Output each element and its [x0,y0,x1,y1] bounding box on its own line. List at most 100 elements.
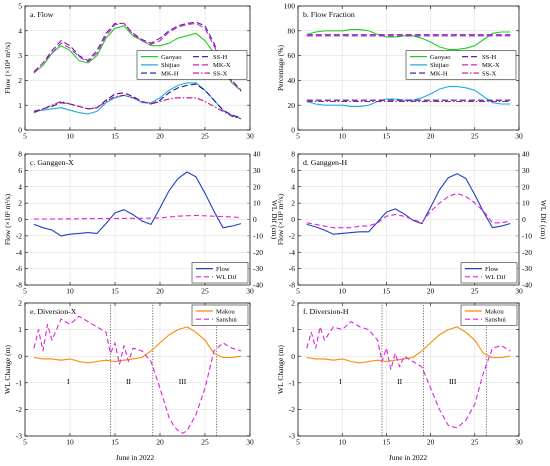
x-tick-label: 25 [471,438,479,447]
x-tick-label: 10 [66,287,74,296]
legend-label: WL Dif [485,274,506,281]
x-tick-label: 25 [471,287,479,296]
x-tick-label: 30 [246,438,254,447]
x-tick-label: 15 [383,287,391,296]
y-right-tick-label: 20 [522,182,530,191]
x-tick-label: 25 [201,287,209,296]
x-tick-label: 30 [515,132,523,141]
y-tick-label: 2 [291,299,295,308]
y-tick-label: -3 [16,432,22,441]
y-right-tick-label: 0 [522,215,526,224]
y-tick-label: 8 [291,150,295,159]
y-tick-label: 100 [284,2,296,11]
y-tick-label: -8 [289,281,295,290]
x-tick-label: 5 [296,438,300,447]
legend: Makou Sanshui [460,304,518,326]
y-right-tick-label: -40 [253,281,263,290]
y-tick-label: -4 [289,248,295,257]
series-line-sanshui [306,321,511,429]
x-tick-label: 15 [111,287,119,296]
y-tick-label: 6 [291,166,295,175]
y-right-tick-label: 30 [253,166,261,175]
x-tick-label: 15 [383,132,391,141]
plot-frame [297,5,520,131]
plot-frame [24,5,251,131]
panel-title: e. Diversion-X [30,307,77,316]
y-tick-label: -2 [16,405,22,414]
legend-box [460,304,518,326]
x-tick-label: 25 [201,438,209,447]
x-tick-label: 25 [471,132,479,141]
legend-box [191,304,249,326]
y-tick-label: 0 [291,126,295,135]
series-line-makou [33,326,242,364]
y-tick-label: 3 [18,51,22,60]
y-right-tick-label: -20 [522,248,532,257]
y-right-tick-label: -30 [522,264,532,273]
x-tick-label: 10 [66,132,74,141]
legend-label: Gaoyao [161,54,182,61]
legend-label: MK-X [213,62,231,69]
legend-label: SS-X [213,70,228,77]
y-tick-label: 60 [288,51,296,60]
x-tick-label: 30 [246,132,254,141]
x-axis-label: June in 2022 [389,453,428,462]
y-tick-label: 1 [18,101,22,110]
y-tick-label: 0 [291,215,295,224]
y-right-tick-label: 0 [253,215,257,224]
series-line-ss-h [33,21,242,91]
series-line-wl-dif [34,214,242,220]
plot-frame [24,302,251,437]
y-right-axis-label: WL Dif (cm) [539,200,548,240]
legend-label: MK-H [161,70,179,77]
y-tick-label: -3 [289,432,295,441]
x-tick-label: 20 [427,287,435,296]
x-tick-label: 10 [66,438,74,447]
y-tick-label: -6 [16,264,22,273]
y-axis-label: Flow (×10³ m³/s) [276,193,285,245]
legend-label: Shijiao [161,62,180,69]
y-tick-label: 2 [18,199,22,208]
y-right-tick-label: 30 [522,166,530,175]
series-line-flow [306,173,511,235]
legend-label: WL Dif [216,274,237,281]
x-tick-label: 15 [383,438,391,447]
y-tick-label: 2 [18,76,22,85]
y-tick-label: -2 [16,231,22,240]
y-tick-label: 0 [18,352,22,361]
x-tick-label: 5 [296,132,300,141]
x-tick-label: 30 [515,287,523,296]
y-axis-label: Percentage (%) [276,44,285,91]
y-right-tick-label: -10 [253,231,263,240]
y-axis-label: Flow (×10³ m³/s) [3,193,12,245]
y-tick-label: 0 [18,215,22,224]
series-line-ss-x [33,94,242,120]
x-tick-label: 5 [23,287,27,296]
legend-label: Sanshui [216,317,237,324]
x-tick-label: 25 [201,132,209,141]
x-tick-label: 20 [427,438,435,447]
y-tick-label: 8 [18,150,22,159]
y-right-tick-label: 40 [253,150,261,159]
legend-label: Gaoyao [430,54,451,61]
y-tick-label: 5 [18,2,22,11]
y-tick-label: 6 [18,166,22,175]
y-axis-label: WL Change (m) [3,345,12,394]
x-tick-label: 5 [23,438,27,447]
series-line-shijiao [33,82,242,120]
legend-label: MK-H [430,70,448,77]
x-tick-label: 10 [338,287,346,296]
legend-label: Flow [485,266,499,273]
legend-label: Makou [485,308,504,315]
legend-label: Sanshui [485,317,506,324]
x-tick-label: 10 [338,132,346,141]
legend: Makou Sanshui [191,304,249,326]
series-line-shijiao [306,86,511,107]
legend-label: SS-H [213,54,228,61]
x-tick-label: 10 [338,438,346,447]
y-axis-label: Flow (×10⁴ m³/s) [3,42,12,94]
